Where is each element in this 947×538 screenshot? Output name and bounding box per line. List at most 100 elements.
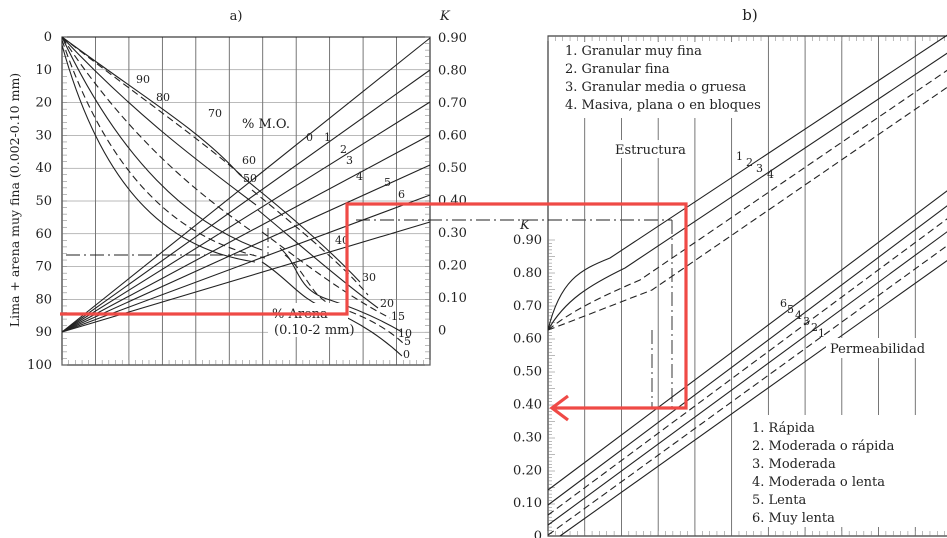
panel-a-y-tick-label: 20 [35, 96, 52, 111]
panel-b-k-tick-labels: 0.90 0.80 0.70 0.60 0.50 0.40 0.30 0.20 0.10 0 [513, 233, 542, 538]
panel-a-k-tick-label: 0.70 [438, 96, 467, 111]
panel-b-k-tick-label: 0 [534, 529, 542, 538]
structure-legend-item-3: 3. Granular media o gruesa [565, 80, 747, 95]
mo-label-2: 2 [340, 143, 347, 156]
structure-legend-item-2: 2. Granular fina [565, 62, 670, 77]
permeability-legend-item-5: 5. Lenta [752, 493, 806, 508]
organic-matter-labels: % M.O. 0 1 2 3 4 5 6 [242, 117, 405, 201]
panel-a-y-tick-label: 50 [35, 194, 52, 209]
mo-label-0: 0 [306, 131, 313, 144]
structure-curve-1: 1 [736, 150, 743, 163]
sand-label-60: 60 [242, 154, 256, 167]
panel-a-title: a) [230, 9, 243, 24]
sand-label-0: 0 [403, 348, 410, 361]
panel-a-k-tick-label: 0.10 [438, 291, 467, 306]
mo-label-6: 6 [398, 188, 405, 201]
panel-a-y-tick-label: 100 [27, 358, 52, 373]
panel-b-ticks [547, 36, 945, 536]
panel-a-y-tick-label: 60 [35, 227, 52, 242]
structure-legend-item-4: 4. Masiva, plana o en bloques [565, 98, 761, 113]
mo-label-4: 4 [356, 170, 363, 183]
perm-curve-4: 4 [795, 309, 802, 322]
permeability-legend-box [748, 415, 938, 527]
panel-a-y-tick-label: 10 [35, 63, 52, 78]
sand-label-90: 90 [136, 73, 150, 86]
panel-a-sand-range: (0.10-2 mm) [274, 323, 355, 338]
panel-a-k-tick-label: 0.20 [438, 259, 467, 274]
structure-title: Estructura [615, 143, 686, 158]
permeability-curve-labels: 6 5 4 3 2 1 [780, 297, 825, 340]
sand-label-15: 15 [391, 310, 405, 323]
sand-label-5: 5 [404, 335, 411, 348]
panel-a-y-tick-label: 90 [35, 325, 52, 340]
structure-curves [547, 34, 947, 331]
mo-label-1: 1 [324, 131, 331, 144]
panel-b-k-tick-label: 0.40 [513, 398, 542, 413]
panel-a-k-tick-label: 0.60 [438, 129, 467, 144]
perm-curve-3: 3 [803, 315, 810, 328]
permeability-legend-item-1: 1. Rápida [752, 421, 815, 436]
panel-b-k-tick-label: 0.20 [513, 463, 542, 478]
sand-labels: 90 80 70 60 50 40 30 20 15 10 5 0 [136, 73, 412, 361]
example-path-arrowhead [549, 394, 569, 422]
panel-a-y-tick-label: 80 [35, 292, 52, 307]
panel-a: a) Lima + arena muy fina (0.002-0.10 mm)… [7, 9, 467, 373]
structure-curve-2: 2 [746, 156, 753, 169]
panel-a-k-tick-label: 0.30 [438, 226, 467, 241]
example-path-line [60, 202, 688, 410]
structure-legend-item-1: 1. Granular muy fina [565, 44, 702, 59]
sand-label-30: 30 [362, 271, 376, 284]
panel-a-k-axis-label: K [439, 9, 451, 24]
panel-a-k-tick-label: 0 [438, 324, 446, 339]
panel-a-y-tick-labels: 0 10 20 30 40 50 60 70 80 90 100 [27, 30, 52, 373]
structure-title-background [612, 140, 692, 158]
sand-label-20: 20 [380, 297, 394, 310]
permeability-title: Permeabilidad [830, 342, 925, 357]
permeability-title-background [826, 338, 936, 358]
panel-a-k-tick-label: 0.40 [438, 194, 467, 209]
sand-label-50: 50 [243, 172, 257, 185]
structure-curve-3: 3 [756, 162, 763, 175]
panel-a-y-axis-label: Lima + arena muy fina (0.002-0.10 mm) [7, 73, 22, 327]
panel-b-k-tick-label: 0.10 [513, 496, 542, 511]
perm-curve-1: 1 [818, 327, 825, 340]
structure-curve-4: 4 [767, 168, 774, 181]
sand-label-80: 80 [156, 91, 170, 104]
permeability-legend-item-2: 2. Moderada o rápida [752, 439, 895, 454]
panel-a-y-tick-label: 40 [35, 161, 52, 176]
structure-curve-labels: 1 2 3 4 [736, 150, 774, 181]
sand-curves [61, 36, 406, 357]
panel-a-y-tick-label: 70 [35, 260, 52, 275]
panel-a-k-tick-label: 0.80 [438, 64, 467, 79]
panel-b: b) K 0.90 0.80 0.70 0.60 0.50 0.40 0.30 0.20 0.1… [513, 6, 947, 538]
panel-a-y-tick-label: 0 [44, 30, 52, 45]
panel-b-k-tick-label: 0.90 [513, 233, 542, 248]
permeability-legend-item-3: 3. Moderada [752, 457, 836, 472]
panel-a-k-tick-label: 0.50 [438, 161, 467, 176]
perm-curve-5: 5 [787, 303, 794, 316]
panel-a-y-tick-label: 30 [35, 128, 52, 143]
panel-a-k-tick-labels: 0.90 0.80 0.70 0.60 0.50 0.40 0.30 0.20 0.10 0 [438, 31, 467, 339]
panel-b-k-tick-label: 0.70 [513, 299, 542, 314]
perm-curve-6: 6 [780, 297, 787, 310]
permeability-legend-item-6: 6. Muy lenta [752, 511, 835, 526]
sand-label-background [268, 303, 348, 337]
panel-b-k-axis-label: K [519, 218, 531, 233]
panel-a-mo-label: % M.O. [242, 117, 290, 132]
panel-b-k-tick-label: 0.30 [513, 430, 542, 445]
example-path [60, 202, 688, 422]
panel-b-k-tick-label: 0.60 [513, 332, 542, 347]
mo-label-5: 5 [384, 176, 391, 189]
panel-b-k-tick-label: 0.80 [513, 266, 542, 281]
mo-label-3: 3 [346, 154, 353, 167]
panel-a-k-tick-label: 0.90 [438, 31, 467, 46]
permeability-lines [547, 190, 947, 537]
perm-curve-2: 2 [811, 321, 818, 334]
organic-matter-lines [61, 37, 431, 333]
panel-a-ticks [61, 36, 431, 366]
panel-b-k-tick-label: 0.50 [513, 365, 542, 380]
permeability-legend-item-4: 4. Moderada o lenta [752, 475, 885, 490]
structure-legend-box [560, 42, 760, 118]
sand-label-10: 10 [398, 327, 412, 340]
